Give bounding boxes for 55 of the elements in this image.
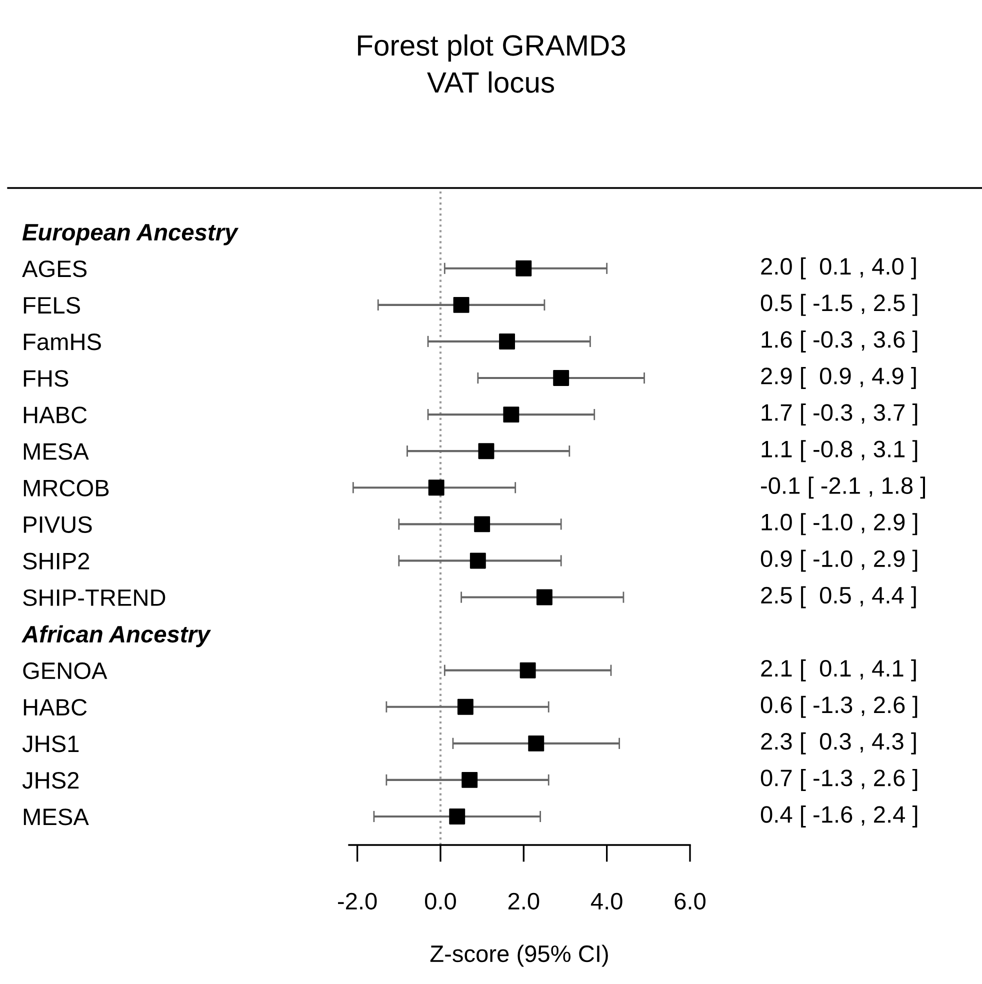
point	[553, 370, 570, 386]
y-tick-label: JHS1	[22, 735, 79, 752]
point	[453, 296, 470, 313]
x-tick-label: 2.0	[508, 892, 540, 910]
data-label: 2.0 [ 0.1 , 4.0 ]	[761, 257, 916, 280]
point	[536, 589, 552, 606]
point	[462, 772, 478, 788]
y-tick-label: PIVUS	[24, 516, 92, 533]
chart-title: Forest plot GRAMD3	[358, 34, 626, 62]
y-tick-label: MESA	[24, 443, 89, 460]
data-label: 0.4 [ -1.6 , 2.4 ]	[760, 805, 918, 828]
data-label: 2.5 [ 0.5 , 4.4 ]	[761, 586, 916, 608]
y-tick-label: SHIP-TREND	[23, 589, 166, 606]
y-tick-label: MESA	[24, 808, 89, 826]
point	[520, 662, 536, 678]
data-label: -0.1 [ -2.1 , 1.8 ]	[761, 476, 925, 499]
y-tick-label: SHIP2	[23, 552, 90, 570]
point	[457, 698, 474, 715]
y-tick-label: MRCOB	[24, 480, 109, 496]
chart-subtitle: VAT locus	[427, 71, 554, 93]
y-tick-label: African Ancestry	[22, 625, 212, 648]
y-tick-label: AGES	[22, 260, 87, 278]
y-tick-label: FELS	[24, 297, 80, 314]
data-label: 2.9 [ 0.9 , 4.9 ]	[761, 367, 916, 390]
data-label: 1.1 [ -0.8 , 3.1 ]	[762, 440, 918, 462]
data-label: 0.5 [ -1.5 , 2.5 ]	[760, 294, 918, 316]
point	[528, 735, 544, 752]
data-label: 0.6 [ -1.3 , 2.6 ]	[760, 696, 918, 718]
point	[499, 333, 516, 350]
point	[428, 480, 444, 496]
y-tick-label: HABC	[24, 406, 87, 424]
point	[449, 808, 466, 824]
data-label: 0.7 [ -1.3 , 2.6 ]	[760, 768, 918, 791]
point	[516, 260, 532, 276]
data-label: 1.7 [ -0.3 , 3.7 ]	[762, 404, 918, 426]
x-tick-label: 0.0	[425, 892, 456, 910]
data-label: 1.6 [ -0.3 , 3.6 ]	[762, 330, 918, 352]
y-tick-label: JHS2	[22, 772, 79, 789]
y-tick-label: HABC	[24, 698, 87, 716]
x-tick-label: 4.0	[590, 892, 622, 910]
x-axis-title: Z-score (95% CI)	[430, 944, 608, 967]
y-tick-label: FHS	[24, 370, 68, 387]
point	[470, 552, 486, 569]
x-tick-label: 6.0	[674, 892, 706, 910]
y-tick-label: European Ancestry	[22, 224, 239, 246]
x-tick-label: -2.0	[338, 892, 377, 910]
point	[503, 406, 520, 423]
data-label: 2.1 [ 0.1 , 4.1 ]	[761, 659, 916, 682]
data-label: 0.9 [ -1.0 , 2.9 ]	[760, 550, 918, 572]
y-tick-label: GENOA	[23, 662, 108, 680]
data-label: 2.3 [ 0.3 , 4.3 ]	[761, 732, 916, 754]
data-label: 1.0 [ -1.0 , 2.9 ]	[762, 513, 918, 536]
point	[474, 516, 490, 532]
y-tick-label: FamHS	[24, 334, 101, 350]
point	[478, 443, 494, 460]
